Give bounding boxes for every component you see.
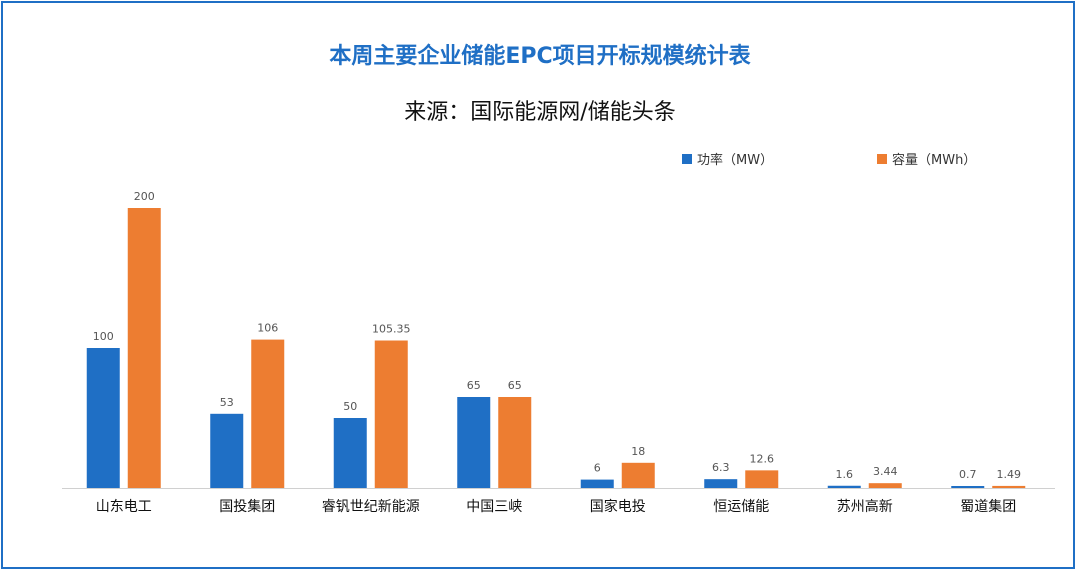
data-label-power-0: 100	[93, 330, 114, 343]
x-tick-label-1: 国投集团	[219, 498, 275, 515]
legend-swatch-1	[877, 154, 887, 164]
x-tick-label-2: 睿钒世纪新能源	[322, 499, 420, 515]
x-tick-label-4: 国家电投	[590, 498, 646, 515]
x-tick-label-5: 恒运储能	[713, 499, 769, 515]
data-label-power-4: 6	[594, 462, 601, 475]
bar-capacity-4	[621, 462, 655, 488]
bar-capacity-0	[127, 208, 161, 488]
bar-power-7	[951, 486, 985, 488]
chart-subtitle: 来源：国际能源网/储能头条	[404, 100, 676, 125]
x-tick-label-3: 中国三峡	[466, 499, 522, 515]
data-label-power-3: 65	[467, 379, 481, 392]
bar-power-2	[333, 418, 367, 488]
legend-swatch-0	[682, 154, 692, 164]
x-tick-label-0: 山东电工	[96, 499, 152, 515]
legend: 功率（MW） 容量（MWh）	[682, 152, 976, 168]
legend-label-1: 容量（MWh）	[892, 152, 976, 168]
data-label-capacity-4: 18	[631, 445, 645, 458]
x-tick-label-7: 蜀道集团	[960, 498, 1016, 515]
data-label-capacity-2: 105.35	[372, 323, 411, 336]
data-label-capacity-1: 106	[257, 322, 278, 335]
data-label-capacity-0: 200	[134, 190, 155, 203]
x-tick-label-6: 苏州高新	[837, 498, 893, 515]
bar-power-4	[580, 479, 614, 488]
bar-power-3	[457, 397, 491, 488]
data-label-power-5: 6.3	[712, 461, 730, 474]
bars	[86, 208, 1026, 488]
bar-capacity-6	[868, 483, 902, 488]
labels: 100 200 山东电工 53 106 国投集团 50 105.35 睿钒世纪新能源 65 65 中国…	[93, 190, 1021, 515]
data-label-power-7: 0.7	[959, 468, 977, 481]
legend-label-0: 功率（MW）	[697, 152, 773, 168]
chart-title: 本周主要企业储能EPC项目开标规模统计表	[329, 44, 751, 69]
bar-power-6	[827, 485, 861, 488]
bar-capacity-7	[992, 485, 1026, 488]
bar-capacity-3	[498, 397, 532, 488]
bar-capacity-2	[374, 340, 408, 488]
bar-capacity-5	[745, 470, 779, 488]
data-label-capacity-5: 12.6	[750, 452, 775, 465]
data-label-power-6: 1.6	[836, 468, 854, 481]
bar-power-0	[86, 348, 120, 488]
data-label-capacity-6: 3.44	[873, 465, 898, 478]
data-label-capacity-3: 65	[508, 379, 522, 392]
data-label-capacity-7: 1.49	[997, 468, 1022, 481]
bar-power-1	[210, 413, 244, 488]
data-label-power-1: 53	[220, 396, 234, 409]
bar-power-5	[704, 479, 738, 488]
bar-capacity-1	[251, 339, 285, 488]
data-label-power-2: 50	[343, 400, 357, 413]
